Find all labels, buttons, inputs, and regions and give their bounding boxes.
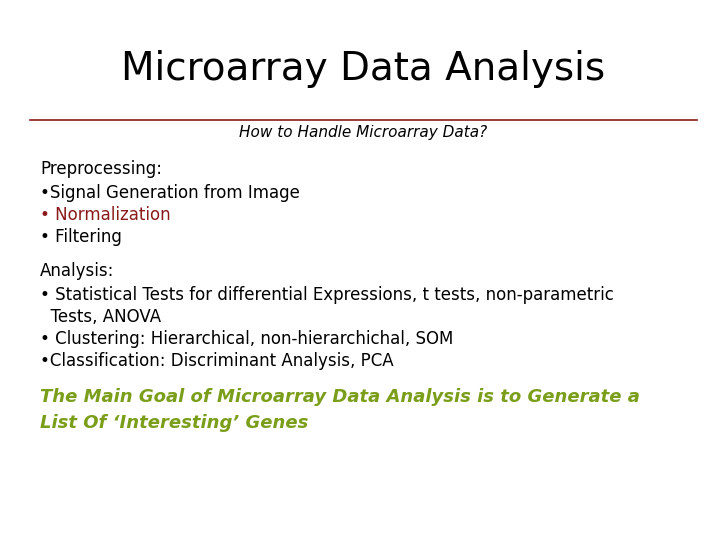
Text: Analysis:: Analysis:: [40, 262, 114, 280]
Text: How to Handle Microarray Data?: How to Handle Microarray Data?: [239, 125, 487, 140]
Text: • Statistical Tests for differential Expressions, t tests, non-parametric: • Statistical Tests for differential Exp…: [40, 286, 614, 304]
Text: Microarray Data Analysis: Microarray Data Analysis: [121, 50, 605, 88]
Text: List Of ‘Interesting’ Genes: List Of ‘Interesting’ Genes: [40, 414, 308, 432]
Text: Preprocessing:: Preprocessing:: [40, 160, 162, 178]
Text: •Classification: Discriminant Analysis, PCA: •Classification: Discriminant Analysis, …: [40, 352, 393, 370]
Text: •Signal Generation from Image: •Signal Generation from Image: [40, 184, 300, 202]
Text: Tests, ANOVA: Tests, ANOVA: [40, 308, 161, 326]
Text: • Clustering: Hierarchical, non-hierarchichal, SOM: • Clustering: Hierarchical, non-hierarch…: [40, 330, 454, 348]
Text: • Normalization: • Normalization: [40, 206, 171, 224]
Text: The Main Goal of Microarray Data Analysis is to Generate a: The Main Goal of Microarray Data Analysi…: [40, 388, 640, 406]
Text: • Filtering: • Filtering: [40, 228, 122, 246]
